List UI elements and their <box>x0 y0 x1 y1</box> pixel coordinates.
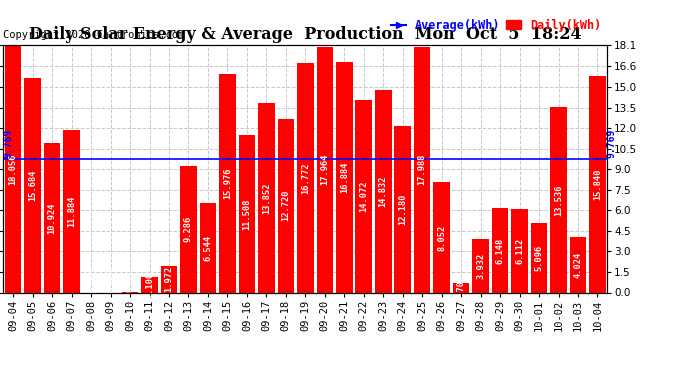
Legend: Average(kWh), Daily(kWh): Average(kWh), Daily(kWh) <box>391 19 601 32</box>
Title: Daily Solar Energy & Average  Production  Mon  Oct  5  18:24: Daily Solar Energy & Average Production … <box>29 27 582 44</box>
Text: 15.684: 15.684 <box>28 170 37 201</box>
Bar <box>473 239 489 292</box>
Bar <box>511 209 528 292</box>
Bar <box>258 103 275 292</box>
Bar <box>141 278 158 292</box>
Bar <box>63 130 80 292</box>
Text: 15.976: 15.976 <box>223 168 232 199</box>
Bar <box>433 182 450 292</box>
Text: 3.932: 3.932 <box>476 252 485 279</box>
Bar <box>24 78 41 292</box>
Text: 16.884: 16.884 <box>339 161 348 193</box>
Text: 10.924: 10.924 <box>48 202 57 234</box>
Bar <box>414 46 431 292</box>
Bar <box>531 223 547 292</box>
Text: 8.052: 8.052 <box>437 224 446 251</box>
Text: 18.056: 18.056 <box>9 153 18 185</box>
Bar <box>199 203 216 292</box>
Bar <box>180 165 197 292</box>
Text: 6.112: 6.112 <box>515 238 524 264</box>
Text: 4.024: 4.024 <box>573 252 582 278</box>
Text: 1.100: 1.100 <box>145 272 154 298</box>
Bar <box>317 47 333 292</box>
Text: 0.700: 0.700 <box>457 274 466 301</box>
Text: 12.180: 12.180 <box>398 194 407 225</box>
Text: 9.769: 9.769 <box>4 128 14 158</box>
Bar <box>550 107 566 292</box>
Bar <box>336 62 353 292</box>
Text: 15.840: 15.840 <box>593 168 602 200</box>
Text: 0.000: 0.000 <box>86 266 96 292</box>
Bar <box>589 76 606 292</box>
Bar <box>570 237 586 292</box>
Text: 0.052: 0.052 <box>126 266 135 292</box>
Text: 12.720: 12.720 <box>282 190 290 221</box>
Text: 9.769: 9.769 <box>607 128 617 158</box>
Text: 5.096: 5.096 <box>535 244 544 271</box>
Bar <box>239 135 255 292</box>
Text: 14.832: 14.832 <box>379 176 388 207</box>
Bar <box>161 266 177 292</box>
Bar <box>219 74 236 292</box>
Text: 14.072: 14.072 <box>359 180 368 212</box>
Text: 13.536: 13.536 <box>554 184 563 216</box>
Text: 6.148: 6.148 <box>495 237 504 264</box>
Text: Copyright 2020 Cartronics.com: Copyright 2020 Cartronics.com <box>3 30 185 40</box>
Text: 17.964: 17.964 <box>320 154 329 185</box>
Bar <box>277 118 294 292</box>
Text: 11.884: 11.884 <box>67 195 76 227</box>
Bar <box>355 100 372 292</box>
Bar <box>44 143 61 292</box>
Text: 1.972: 1.972 <box>164 266 173 292</box>
Text: 13.852: 13.852 <box>262 182 271 213</box>
Text: 9.286: 9.286 <box>184 216 193 242</box>
Text: 11.508: 11.508 <box>242 198 251 230</box>
Bar <box>5 46 21 292</box>
Text: 16.772: 16.772 <box>301 162 310 194</box>
Bar <box>375 90 391 292</box>
Text: 6.544: 6.544 <box>204 235 213 261</box>
Bar <box>395 126 411 292</box>
Text: 0.000: 0.000 <box>106 266 115 292</box>
Bar <box>492 209 509 292</box>
Text: 17.988: 17.988 <box>417 154 426 185</box>
Bar <box>297 63 313 292</box>
Bar <box>453 283 469 292</box>
